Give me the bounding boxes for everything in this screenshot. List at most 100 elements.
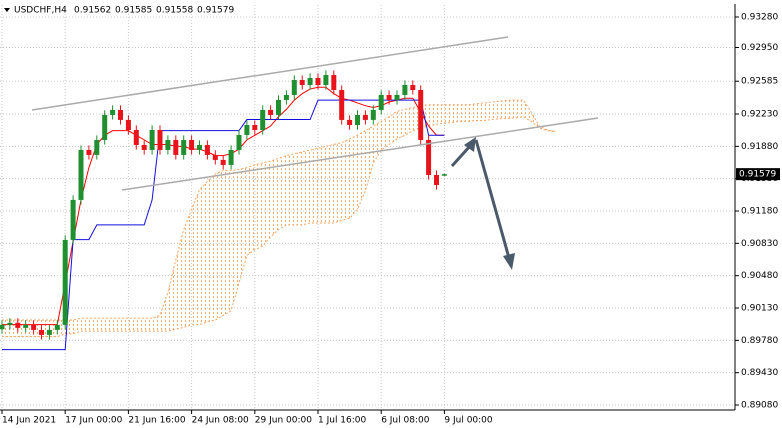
candle-body	[46, 329, 52, 335]
candle-body	[0, 324, 5, 330]
candle-body	[197, 144, 202, 150]
candle-body	[157, 129, 163, 150]
y-tick-label: 0.90130	[741, 304, 778, 314]
y-tick-label: 0.92950	[741, 43, 778, 53]
y-tick-label: 0.89080	[741, 401, 778, 411]
cloud-span-b	[2, 116, 556, 338]
price-label: 0.91579	[739, 170, 776, 180]
candle-body	[94, 139, 100, 155]
candle-body	[426, 139, 432, 175]
candle-body	[386, 94, 392, 100]
candle-body	[331, 75, 337, 90]
y-tick-label: 0.92585	[741, 77, 778, 87]
candle-body	[362, 114, 368, 120]
candle-body	[283, 94, 289, 100]
candle-body	[236, 134, 242, 150]
cloud-span-a	[2, 99, 556, 321]
candle-body	[323, 75, 329, 86]
candle-body	[70, 199, 76, 240]
candle-body	[7, 322, 13, 325]
candle-body	[102, 114, 108, 140]
candle-body	[173, 139, 179, 155]
candle-body	[299, 80, 305, 86]
y-tick-label: 0.90480	[741, 271, 778, 281]
candle-body	[355, 114, 360, 126]
menu-triangle	[4, 8, 10, 12]
x-tick-label: 29 Jun 00:00	[255, 416, 312, 426]
cloud-layer	[2, 99, 556, 338]
candle-body	[181, 139, 187, 155]
arrow-head	[464, 137, 476, 152]
candle-body	[31, 324, 37, 330]
x-tick-label: 24 Jun 08:00	[192, 416, 249, 426]
candle-body	[149, 129, 155, 150]
candle-body	[410, 85, 416, 90]
candle-body	[86, 149, 92, 155]
arrow-head	[503, 253, 515, 270]
cloud-fill	[2, 100, 555, 337]
price-label-box	[736, 168, 780, 181]
arrow	[474, 139, 511, 259]
candle-body	[133, 129, 139, 145]
x-tick-label: 14 Jun 2021	[2, 416, 56, 426]
candle-body	[15, 322, 21, 328]
candle-body	[118, 109, 123, 120]
candle-body	[434, 174, 439, 185]
candle-body	[315, 77, 321, 86]
axis-layer: 0.93280 0.92950 0.92585 0.92230 0.91880 0.915…	[1, 13, 780, 426]
candle-body	[252, 125, 258, 130]
y-tick-label: 0.92230	[741, 110, 778, 120]
candle-body	[347, 119, 353, 126]
ohlc-open: 0.91562	[74, 6, 111, 16]
candle-body	[378, 94, 384, 110]
x-tick-label: 1 Jul 16:00	[318, 416, 367, 426]
arrow	[450, 144, 472, 168]
candle-body	[189, 139, 195, 150]
candle-body	[276, 99, 281, 115]
candle-body	[244, 125, 250, 135]
candle-body	[62, 239, 68, 325]
trend-line	[31, 36, 509, 111]
candle-body	[441, 174, 447, 176]
candle-body	[212, 154, 218, 160]
candle-body	[268, 109, 274, 115]
indicator-line	[2, 99, 445, 351]
candle-body	[204, 144, 210, 155]
ohlc-close: 0.91579	[197, 6, 234, 16]
y-tick-label: 0.89780	[741, 336, 778, 346]
candle-body	[339, 89, 345, 120]
header: USDCHF,H4 0.91562 0.91585 0.91558 0.9157…	[4, 6, 234, 16]
candle-body	[125, 119, 131, 130]
x-tick-label: 6 Jul 08:00	[381, 416, 430, 426]
candle-body	[418, 89, 424, 140]
candle-body	[54, 324, 60, 330]
candle-body	[291, 80, 297, 95]
candle-body	[23, 324, 29, 328]
annotations	[31, 36, 599, 270]
ohlc-high: 0.91585	[115, 6, 152, 16]
x-tick-label: 21 Jun 16:00	[128, 416, 185, 426]
candle-body	[402, 85, 408, 95]
candle-layer	[0, 70, 447, 340]
candle-body	[39, 329, 44, 335]
y-tick-label: 0.90830	[741, 239, 778, 249]
candle-body	[394, 94, 400, 100]
y-tick-label: 0.91880	[741, 142, 778, 152]
ohlc-low: 0.91558	[156, 6, 193, 16]
grid-layer	[0, 5, 735, 410]
y-tick-label: 0.93280	[741, 13, 778, 23]
y-tick-label: 0.89430	[741, 368, 778, 378]
candle-body	[141, 144, 147, 150]
x-tick-label: 9 Jul 00:00	[444, 416, 493, 426]
x-tick-label: 17 Jun 00:00	[65, 416, 122, 426]
candle-body	[307, 77, 313, 86]
candle-body	[110, 109, 116, 115]
candle-body	[370, 109, 376, 120]
candle-body	[228, 149, 234, 165]
symbol: USDCHF,H4	[14, 6, 67, 16]
y-tick-label: 0.91180	[741, 207, 778, 217]
candle-body	[220, 159, 226, 165]
